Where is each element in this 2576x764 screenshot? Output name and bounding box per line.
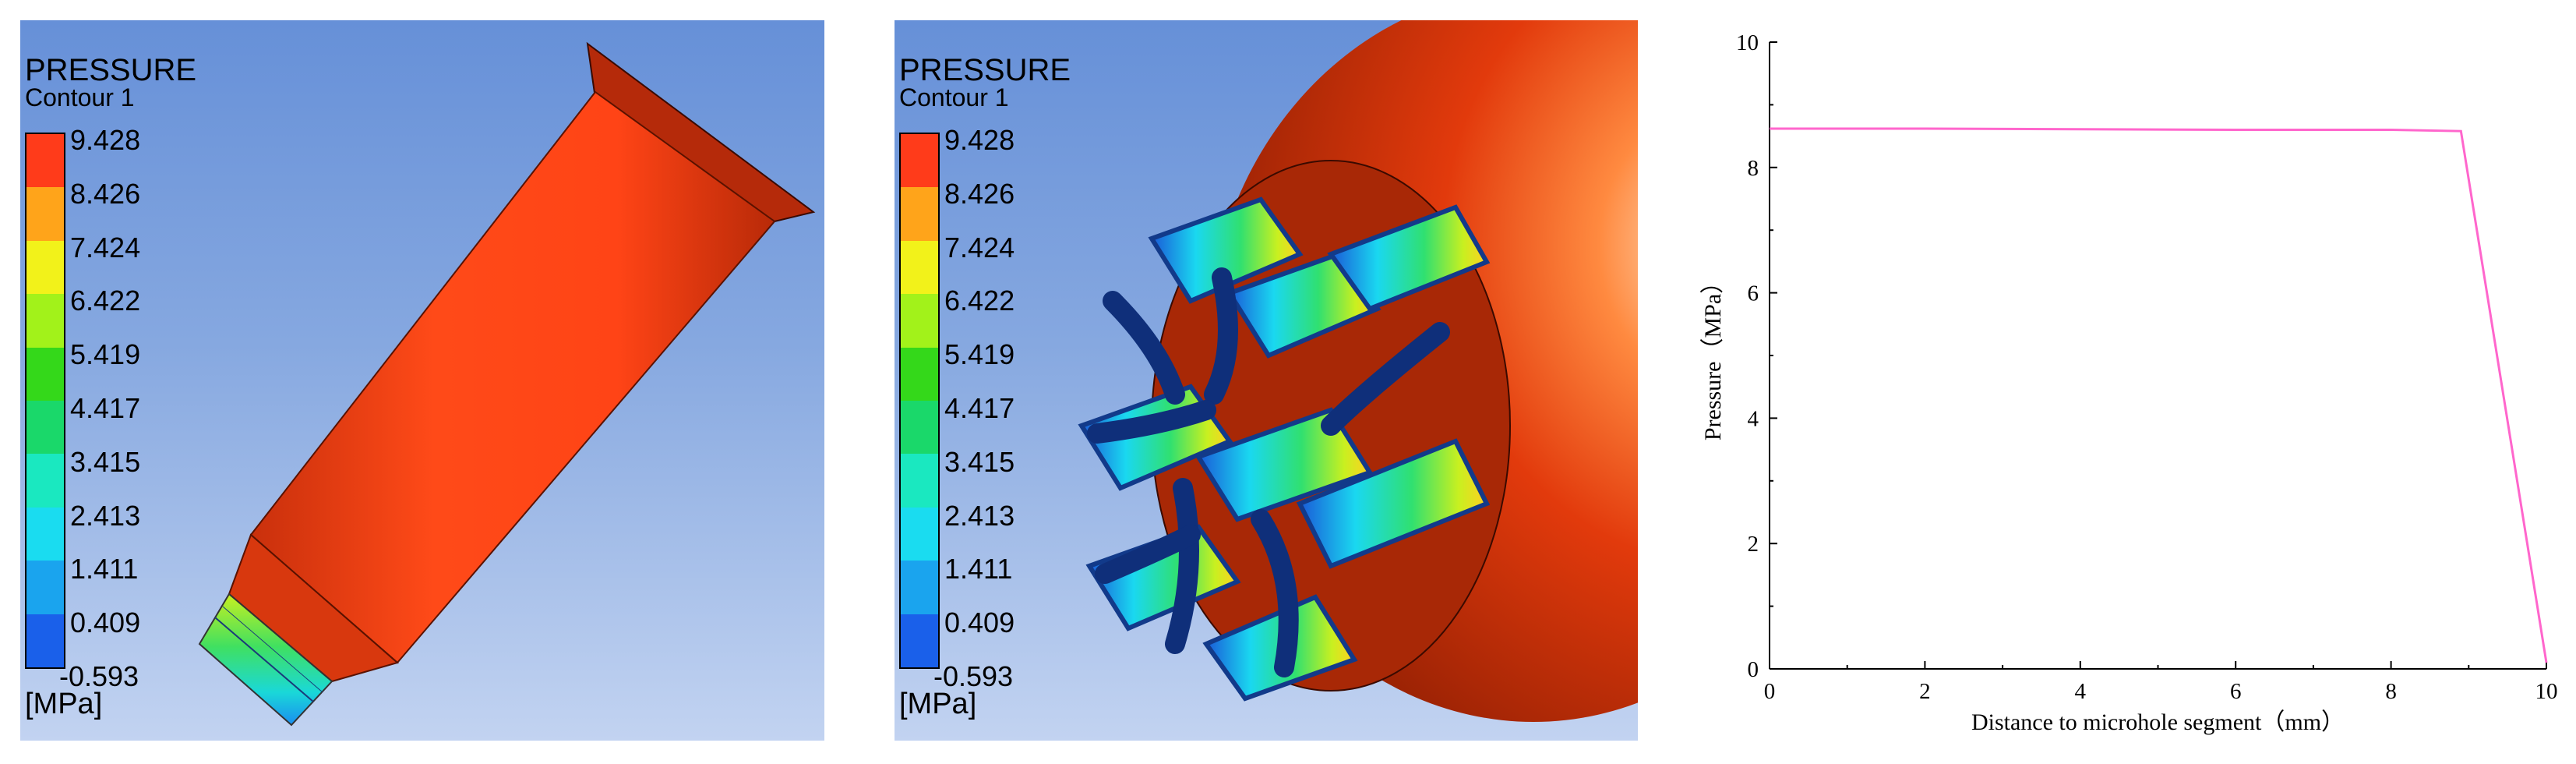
legend-unit: [MPa] [25, 688, 103, 720]
legend-color-band [26, 614, 64, 667]
legend-color-band [901, 240, 938, 295]
legend-tick-label: 9.428 [944, 124, 1015, 156]
pressure-line-chart: 0 2 4 6 8 10 0 2 4 6 8 10 Distance to microhole seg… [1683, 0, 2576, 764]
legend-color-band [901, 294, 938, 348]
legend-tick-label: 8.426 [70, 177, 141, 210]
legend-color-band [26, 507, 64, 561]
x-tick-label: 0 [1764, 679, 1776, 704]
legend-tick-label: 3.415 [944, 445, 1015, 478]
legend-title: PRESSURE [25, 53, 197, 87]
legend-color-band [901, 347, 938, 401]
y-tick-label: 2 [1748, 532, 1759, 557]
legend-color-band [26, 240, 64, 295]
legend-tick-label: 2.413 [70, 499, 141, 532]
legend-color-band [26, 347, 64, 401]
pressure-series-line [1770, 127, 2548, 663]
legend-color-band [26, 454, 64, 508]
x-tick-label: 2 [1919, 679, 1931, 704]
legend-tick-label: 4.417 [944, 392, 1015, 424]
legend-color-band [26, 187, 64, 241]
legend-color-band [901, 187, 938, 241]
y-axis-title: Pressure（MPa） [1700, 271, 1726, 440]
chart-canvas: 0 2 4 6 8 10 0 2 4 6 8 10 Distance to microhole seg… [1700, 30, 2558, 735]
legend-color-band [26, 134, 64, 188]
legend-tick-label: 9.428 [70, 124, 141, 156]
y-tick-label: 8 [1748, 156, 1759, 181]
legend-tick-label: 3.415 [70, 445, 141, 478]
legend-tick-label: 4.417 [70, 392, 141, 424]
legend-tick-label: 5.419 [70, 338, 141, 371]
legend-color-band [901, 507, 938, 561]
legend-color-band [901, 454, 938, 508]
color-legend-bar [899, 133, 940, 669]
nozzle-contour-render [198, 41, 816, 727]
legend-tick-label: 0.409 [944, 607, 1015, 639]
legend-tick-label: 0.409 [70, 607, 141, 639]
legend-tick-label: 7.424 [70, 231, 141, 264]
color-legend-bar [25, 133, 65, 669]
cfd-panel-nozzle: PRESSURE Contour 1 9.428 8.426 7.424 6.422 5… [20, 20, 824, 741]
legend-color-band [901, 561, 938, 614]
legend-tick-label: 5.419 [944, 338, 1015, 371]
legend-color-band [901, 400, 938, 455]
legend-title: PRESSURE [899, 53, 1071, 87]
legend-tick-label: 7.424 [944, 231, 1015, 264]
y-tick-label: 10 [1736, 30, 1759, 55]
legend-tick-label: -0.593 [59, 660, 139, 692]
legend-subtitle: Contour 1 [899, 83, 1009, 111]
legend-tick-label: 8.426 [944, 177, 1015, 210]
y-tick-label: 4 [1748, 406, 1759, 431]
legend-color-band [26, 294, 64, 348]
legend-color-band [26, 561, 64, 614]
y-tick-label: 6 [1748, 281, 1759, 306]
x-tick-label: 6 [2230, 679, 2242, 704]
legend-tick-label: 1.411 [70, 553, 139, 585]
legend-tick-label: 6.422 [944, 285, 1015, 317]
cfd-panel-microholes: PRESSURE Contour 1 9.428 8.426 7.424 6.422 5… [895, 20, 1638, 741]
legend-tick-label: 6.422 [70, 285, 141, 317]
microhole-contour-render [1078, 20, 1638, 722]
y-tick-label: 0 [1748, 657, 1759, 682]
legend-color-band [901, 614, 938, 667]
legend-tick-label: 2.413 [944, 499, 1015, 532]
legend-color-band [26, 400, 64, 455]
x-tick-label: 8 [2385, 679, 2397, 704]
x-tick-label: 10 [2535, 679, 2558, 704]
x-axis-title: Distance to microhole segment（mm） [1971, 709, 2345, 735]
legend-color-band [901, 134, 938, 188]
legend-tick-label: -0.593 [933, 660, 1014, 692]
legend-subtitle: Contour 1 [25, 83, 135, 111]
legend-unit: [MPa] [899, 688, 977, 720]
legend-tick-label: 1.411 [944, 553, 1013, 585]
x-tick-label: 4 [2075, 679, 2087, 704]
